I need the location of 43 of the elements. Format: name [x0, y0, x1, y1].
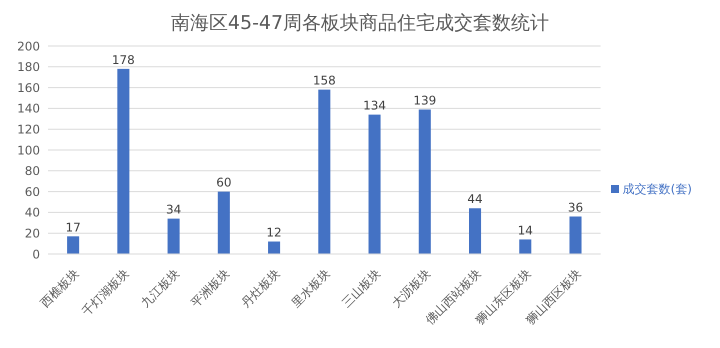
data-label: 44	[467, 192, 483, 206]
x-tick-label: 三山板块	[339, 266, 383, 310]
bar	[117, 68, 130, 254]
x-tick-label: 里水板块	[288, 266, 333, 310]
y-tick-label: 200	[17, 39, 40, 54]
bar	[318, 90, 330, 254]
data-label: 36	[568, 200, 584, 215]
x-tick-label: 丹灶板块	[238, 266, 282, 310]
data-label: 60	[216, 176, 232, 190]
y-tick-label: 0	[32, 247, 40, 262]
x-tick-label: 九江板块	[138, 266, 182, 310]
data-label: 14	[518, 223, 533, 238]
bar	[67, 236, 80, 254]
bar	[268, 242, 280, 254]
data-label: 139	[413, 93, 436, 108]
y-tick-label: 20	[24, 226, 40, 240]
y-tick-label: 40	[24, 206, 40, 220]
y-tick-label: 120	[17, 122, 40, 136]
bar	[418, 109, 431, 254]
data-label: 134	[363, 98, 386, 113]
y-tick-label: 100	[17, 143, 40, 158]
legend-label: 成交套数(套)	[622, 182, 692, 196]
data-label: 158	[312, 74, 336, 88]
bar	[368, 114, 381, 254]
x-tick-label: 西樵板块	[38, 266, 82, 310]
y-tick-label: 80	[24, 164, 40, 178]
y-tick-label: 60	[24, 184, 40, 199]
y-tick-label: 180	[17, 60, 40, 74]
bar	[469, 208, 482, 254]
data-label: 12	[266, 226, 282, 240]
data-label: 17	[65, 220, 81, 234]
y-tick-label: 140	[17, 102, 40, 116]
x-tick-label: 平洲板块	[188, 266, 232, 310]
data-label: 34	[166, 202, 182, 217]
y-tick-label: 160	[17, 80, 40, 95]
bar	[519, 239, 532, 254]
bar	[168, 218, 180, 254]
chart-title: 南海区45-47周各板块商品住宅成交套数统计	[170, 11, 550, 36]
data-label: 178	[112, 52, 135, 67]
bar	[218, 192, 230, 254]
bar	[569, 216, 582, 254]
x-tick-label: 千灯湖板块	[79, 266, 132, 319]
x-tick-label: 大沥板块	[389, 266, 434, 310]
